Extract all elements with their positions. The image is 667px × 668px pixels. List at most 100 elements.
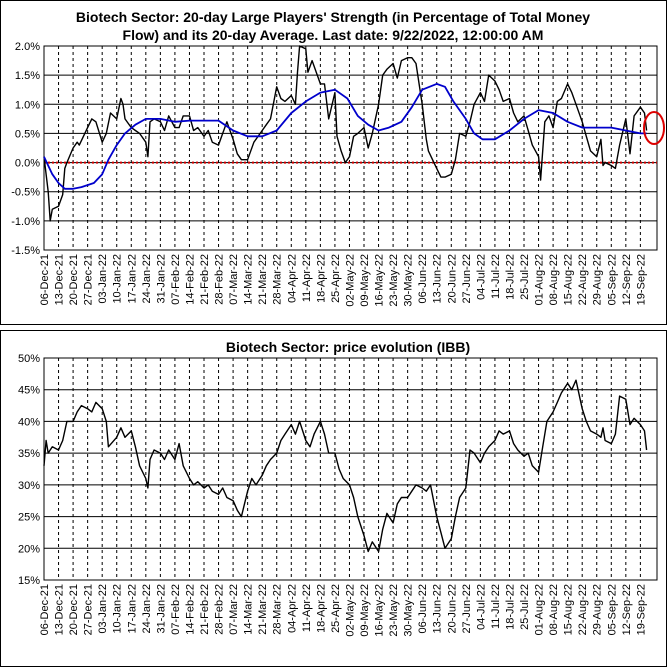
bottom-chart-x-tick-label: 28-Feb-22 bbox=[214, 584, 226, 635]
bottom-chart-y-tick-label: 50% bbox=[18, 353, 40, 365]
top-chart-x-tick-label: 20-Jun-22 bbox=[446, 254, 458, 304]
top-chart-series-line-strength bbox=[43, 45, 648, 222]
bottom-chart-x-tick-label: 28-Mar-22 bbox=[272, 584, 284, 635]
bottom-chart-x-tick-label: 16-May-22 bbox=[374, 584, 386, 637]
bottom-chart-x-tick-label: 08-Aug-22 bbox=[548, 584, 560, 635]
bottom-chart-x-tick-label: 21-Mar-22 bbox=[257, 584, 269, 635]
top-chart-x-tick-label: 28-Feb-22 bbox=[214, 254, 226, 305]
bottom-chart-x-tick-label: 22-Aug-22 bbox=[577, 584, 589, 635]
top-chart-x-tick-label: 14-Feb-22 bbox=[184, 254, 196, 305]
bottom-chart-y-tick-label: 15% bbox=[18, 575, 40, 587]
bottom-chart-x-tick-label: 05-Sep-22 bbox=[606, 584, 618, 635]
bottom-chart-x-tick-label: 11-Jul-22 bbox=[490, 584, 502, 629]
bottom-chart-y-tick-label: 20% bbox=[18, 543, 40, 555]
top-chart-x-tick-label: 18-Jul-22 bbox=[504, 254, 516, 300]
bottom-chart-x-tick-label: 12-Sep-22 bbox=[621, 584, 633, 635]
bottom-chart-x-tick-label: 13-Jun-22 bbox=[432, 584, 444, 634]
bottom-chart-x-tick-label: 19-Sep-22 bbox=[635, 584, 647, 635]
top-chart-x-tick-label: 24-Jan-22 bbox=[141, 254, 153, 304]
top-chart-x-tick-label: 25-Jul-22 bbox=[519, 254, 531, 300]
top-chart-series-line-average bbox=[43, 83, 647, 190]
top-chart-x-tick-label: 11-Apr-22 bbox=[301, 254, 313, 302]
top-chart-x-tick-label: 12-Sep-22 bbox=[621, 254, 633, 305]
top-chart-x-tick-label: 07-Mar-22 bbox=[228, 254, 240, 305]
top-chart-x-tick-label: 07-Feb-22 bbox=[170, 254, 182, 305]
bottom-chart-x-tick-label: 18-Apr-22 bbox=[315, 584, 327, 633]
bottom-chart-title: Biotech Sector: price evolution (IBB) bbox=[226, 339, 470, 355]
bottom-chart-x-tick-label: 27-Jun-22 bbox=[461, 584, 473, 634]
top-chart-x-tick-label: 19-Sep-22 bbox=[635, 254, 647, 305]
top-chart-x-tick-label: 20-Dec-21 bbox=[68, 254, 80, 305]
top-chart-x-tick-label: 18-Apr-22 bbox=[315, 254, 327, 303]
top-chart-x-tick-label: 21-Mar-22 bbox=[257, 254, 269, 305]
top-plot-area: 2.0% 1.5% 1.0% 0.5% 0.0% -0.5% -1.0% -1.5%06-De… bbox=[11, 41, 658, 307]
top-chart-x-tick-label: 25-Apr-22 bbox=[330, 254, 342, 303]
top-chart-y-tick-label: 2.0% bbox=[15, 41, 40, 53]
bottom-chart-x-tick-label: 03-Jan-22 bbox=[97, 584, 109, 634]
bottom-chart-x-tick-label: 24-Jan-22 bbox=[141, 584, 153, 634]
top-chart-y-tick-label: -1.0% bbox=[11, 216, 40, 228]
bottom-chart-x-tick-label: 20-Dec-21 bbox=[68, 584, 80, 635]
bottom-chart-y-tick-label: 45% bbox=[18, 385, 40, 397]
top-chart-x-tick-label: 29-Aug-22 bbox=[592, 254, 604, 305]
top-chart-x-tick-label: 13-Jun-22 bbox=[432, 254, 444, 304]
bottom-chart-y-tick-label: 35% bbox=[18, 448, 40, 460]
top-chart-x-tick-label: 01-Aug-22 bbox=[534, 254, 546, 305]
top-chart-y-tick-label: 1.0% bbox=[15, 99, 40, 111]
bottom-chart-x-tick-label: 23-May-22 bbox=[388, 584, 400, 637]
bottom-chart-x-tick-label: 04-Apr-22 bbox=[286, 584, 298, 633]
bottom-chart-x-tick-label: 15-Aug-22 bbox=[563, 584, 575, 635]
top-chart-x-tick-label: 04-Apr-22 bbox=[286, 254, 298, 303]
bottom-chart-x-tick-label: 10-Jan-22 bbox=[112, 584, 124, 634]
bottom-chart-x-tick-label: 11-Apr-22 bbox=[301, 584, 313, 632]
bottom-chart-x-tick-label: 07-Mar-22 bbox=[228, 584, 240, 635]
bottom-chart-x-tick-label: 18-Jul-22 bbox=[504, 584, 516, 630]
top-chart-y-tick-label: 1.5% bbox=[15, 70, 40, 82]
top-chart-y-tick-label: 0.0% bbox=[15, 158, 40, 170]
top-chart-x-tick-label: 11-Jul-22 bbox=[490, 254, 502, 299]
top-chart-x-tick-label: 10-Jan-22 bbox=[112, 254, 124, 304]
bottom-chart-x-tick-label: 14-Mar-22 bbox=[243, 584, 255, 635]
bottom-chart-x-tick-label: 25-Jul-22 bbox=[519, 584, 531, 630]
top-chart-x-tick-label: 15-Aug-22 bbox=[563, 254, 575, 305]
top-chart-x-tick-label: 09-May-22 bbox=[359, 254, 371, 307]
bottom-chart-y-tick-label: 25% bbox=[18, 512, 40, 524]
bottom-chart-x-tick-label: 20-Jun-22 bbox=[446, 584, 458, 634]
top-chart-x-tick-label: 17-Jan-22 bbox=[126, 254, 138, 304]
bottom-chart-x-tick-label: 17-Jan-22 bbox=[126, 584, 138, 634]
top-chart-x-tick-label: 27-Dec-21 bbox=[83, 254, 95, 305]
bottom-chart-x-tick-label: 30-May-22 bbox=[403, 584, 415, 637]
top-chart-x-tick-label: 16-May-22 bbox=[374, 254, 386, 307]
bottom-chart-x-tick-label: 04-Jul-22 bbox=[475, 584, 487, 630]
bottom-chart-x-tick-label: 14-Feb-22 bbox=[184, 584, 196, 635]
top-chart-x-tick-label: 23-May-22 bbox=[388, 254, 400, 307]
bottom-chart-x-tick-label: 21-Feb-22 bbox=[199, 584, 211, 635]
top-chart-x-tick-label: 02-May-22 bbox=[344, 254, 356, 307]
top-chart-x-tick-label: 13-Dec-21 bbox=[54, 254, 66, 305]
top-chart-x-tick-label: 22-Aug-22 bbox=[577, 254, 589, 305]
top-chart-x-tick-label: 03-Jan-22 bbox=[97, 254, 109, 304]
bottom-chart-x-tick-label: 02-May-22 bbox=[344, 584, 356, 637]
bottom-plot-area: 50% 45% 40% 35% 30% 25% 20% 15%06-Dec-21 13-Dec-… bbox=[18, 353, 658, 637]
top-chart-x-tick-label: 31-Jan-22 bbox=[155, 254, 167, 304]
top-chart-x-tick-label: 28-Mar-22 bbox=[272, 254, 284, 305]
bottom-chart-series-line-strength bbox=[43, 379, 648, 553]
top-chart-x-tick-label: 30-May-22 bbox=[403, 254, 415, 307]
bottom-chart-x-tick-label: 09-May-22 bbox=[359, 584, 371, 637]
top-chart-x-tick-label: 06-Jun-22 bbox=[417, 254, 429, 304]
top-chart-y-tick-label: -0.5% bbox=[11, 187, 40, 199]
bottom-chart-x-tick-label: 29-Aug-22 bbox=[592, 584, 604, 635]
top-chart-title-line2: Flow) and its 20-day Average. Last date:… bbox=[123, 27, 544, 43]
bottom-chart-y-tick-label: 40% bbox=[18, 416, 40, 428]
bottom-chart-x-tick-label: 27-Dec-21 bbox=[83, 584, 95, 635]
top-chart-x-tick-label: 14-Mar-22 bbox=[243, 254, 255, 305]
top-chart-y-tick-label: -1.5% bbox=[11, 245, 40, 257]
bottom-chart-x-tick-label: 01-Aug-22 bbox=[534, 584, 546, 635]
top-chart-title-line1: Biotech Sector: 20-day Large Players' St… bbox=[76, 9, 590, 25]
last-value-highlight-circle bbox=[643, 111, 665, 145]
bottom-chart-x-tick-label: 31-Jan-22 bbox=[155, 584, 167, 634]
top-chart-x-tick-label: 08-Aug-22 bbox=[548, 254, 560, 305]
bottom-chart-x-tick-label: 13-Dec-21 bbox=[54, 584, 66, 635]
top-chart-x-tick-label: 21-Feb-22 bbox=[199, 254, 211, 305]
